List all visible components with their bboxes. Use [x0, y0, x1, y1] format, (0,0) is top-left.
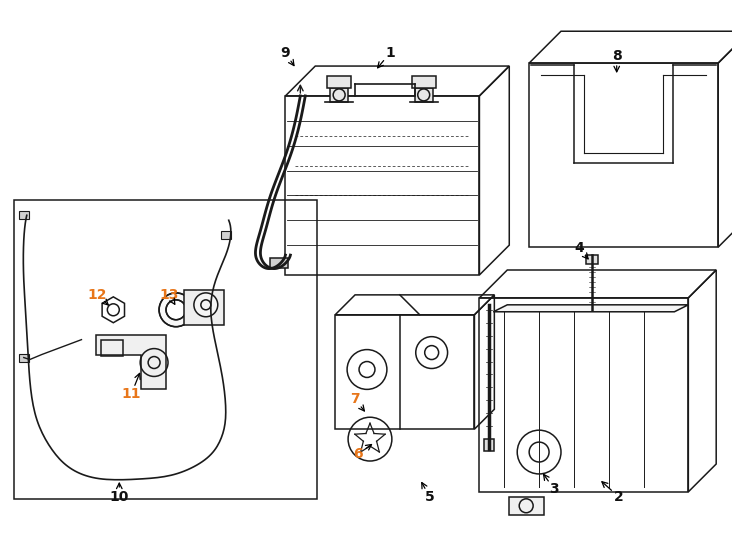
Text: 1: 1 — [385, 46, 395, 60]
Circle shape — [194, 293, 218, 317]
Bar — [330, 88, 348, 102]
Bar — [586, 255, 597, 264]
Bar — [19, 211, 29, 219]
Bar — [479, 298, 688, 492]
Text: 7: 7 — [350, 393, 360, 406]
Text: 8: 8 — [612, 49, 622, 63]
Bar — [14, 200, 317, 499]
Bar — [335, 315, 474, 429]
Bar — [184, 290, 224, 325]
Circle shape — [166, 300, 186, 320]
Bar — [101, 340, 123, 355]
Bar — [509, 497, 544, 515]
Polygon shape — [493, 305, 688, 312]
Bar — [529, 63, 718, 247]
Text: 4: 4 — [574, 241, 584, 255]
Bar — [271, 258, 288, 268]
Bar — [415, 88, 432, 102]
Text: 12: 12 — [87, 288, 107, 302]
Bar — [221, 231, 230, 239]
Text: 2: 2 — [614, 490, 624, 504]
Text: 5: 5 — [425, 490, 435, 504]
Polygon shape — [96, 335, 166, 389]
Text: 11: 11 — [121, 387, 141, 401]
Bar — [327, 76, 351, 88]
Text: 13: 13 — [159, 288, 178, 302]
Bar — [484, 439, 494, 451]
Bar — [19, 354, 29, 361]
Text: 3: 3 — [549, 482, 559, 496]
Text: 6: 6 — [353, 447, 363, 461]
Bar — [286, 96, 479, 275]
Circle shape — [159, 293, 193, 327]
Text: 9: 9 — [280, 46, 290, 60]
Text: 10: 10 — [109, 490, 129, 504]
Bar — [412, 76, 436, 88]
